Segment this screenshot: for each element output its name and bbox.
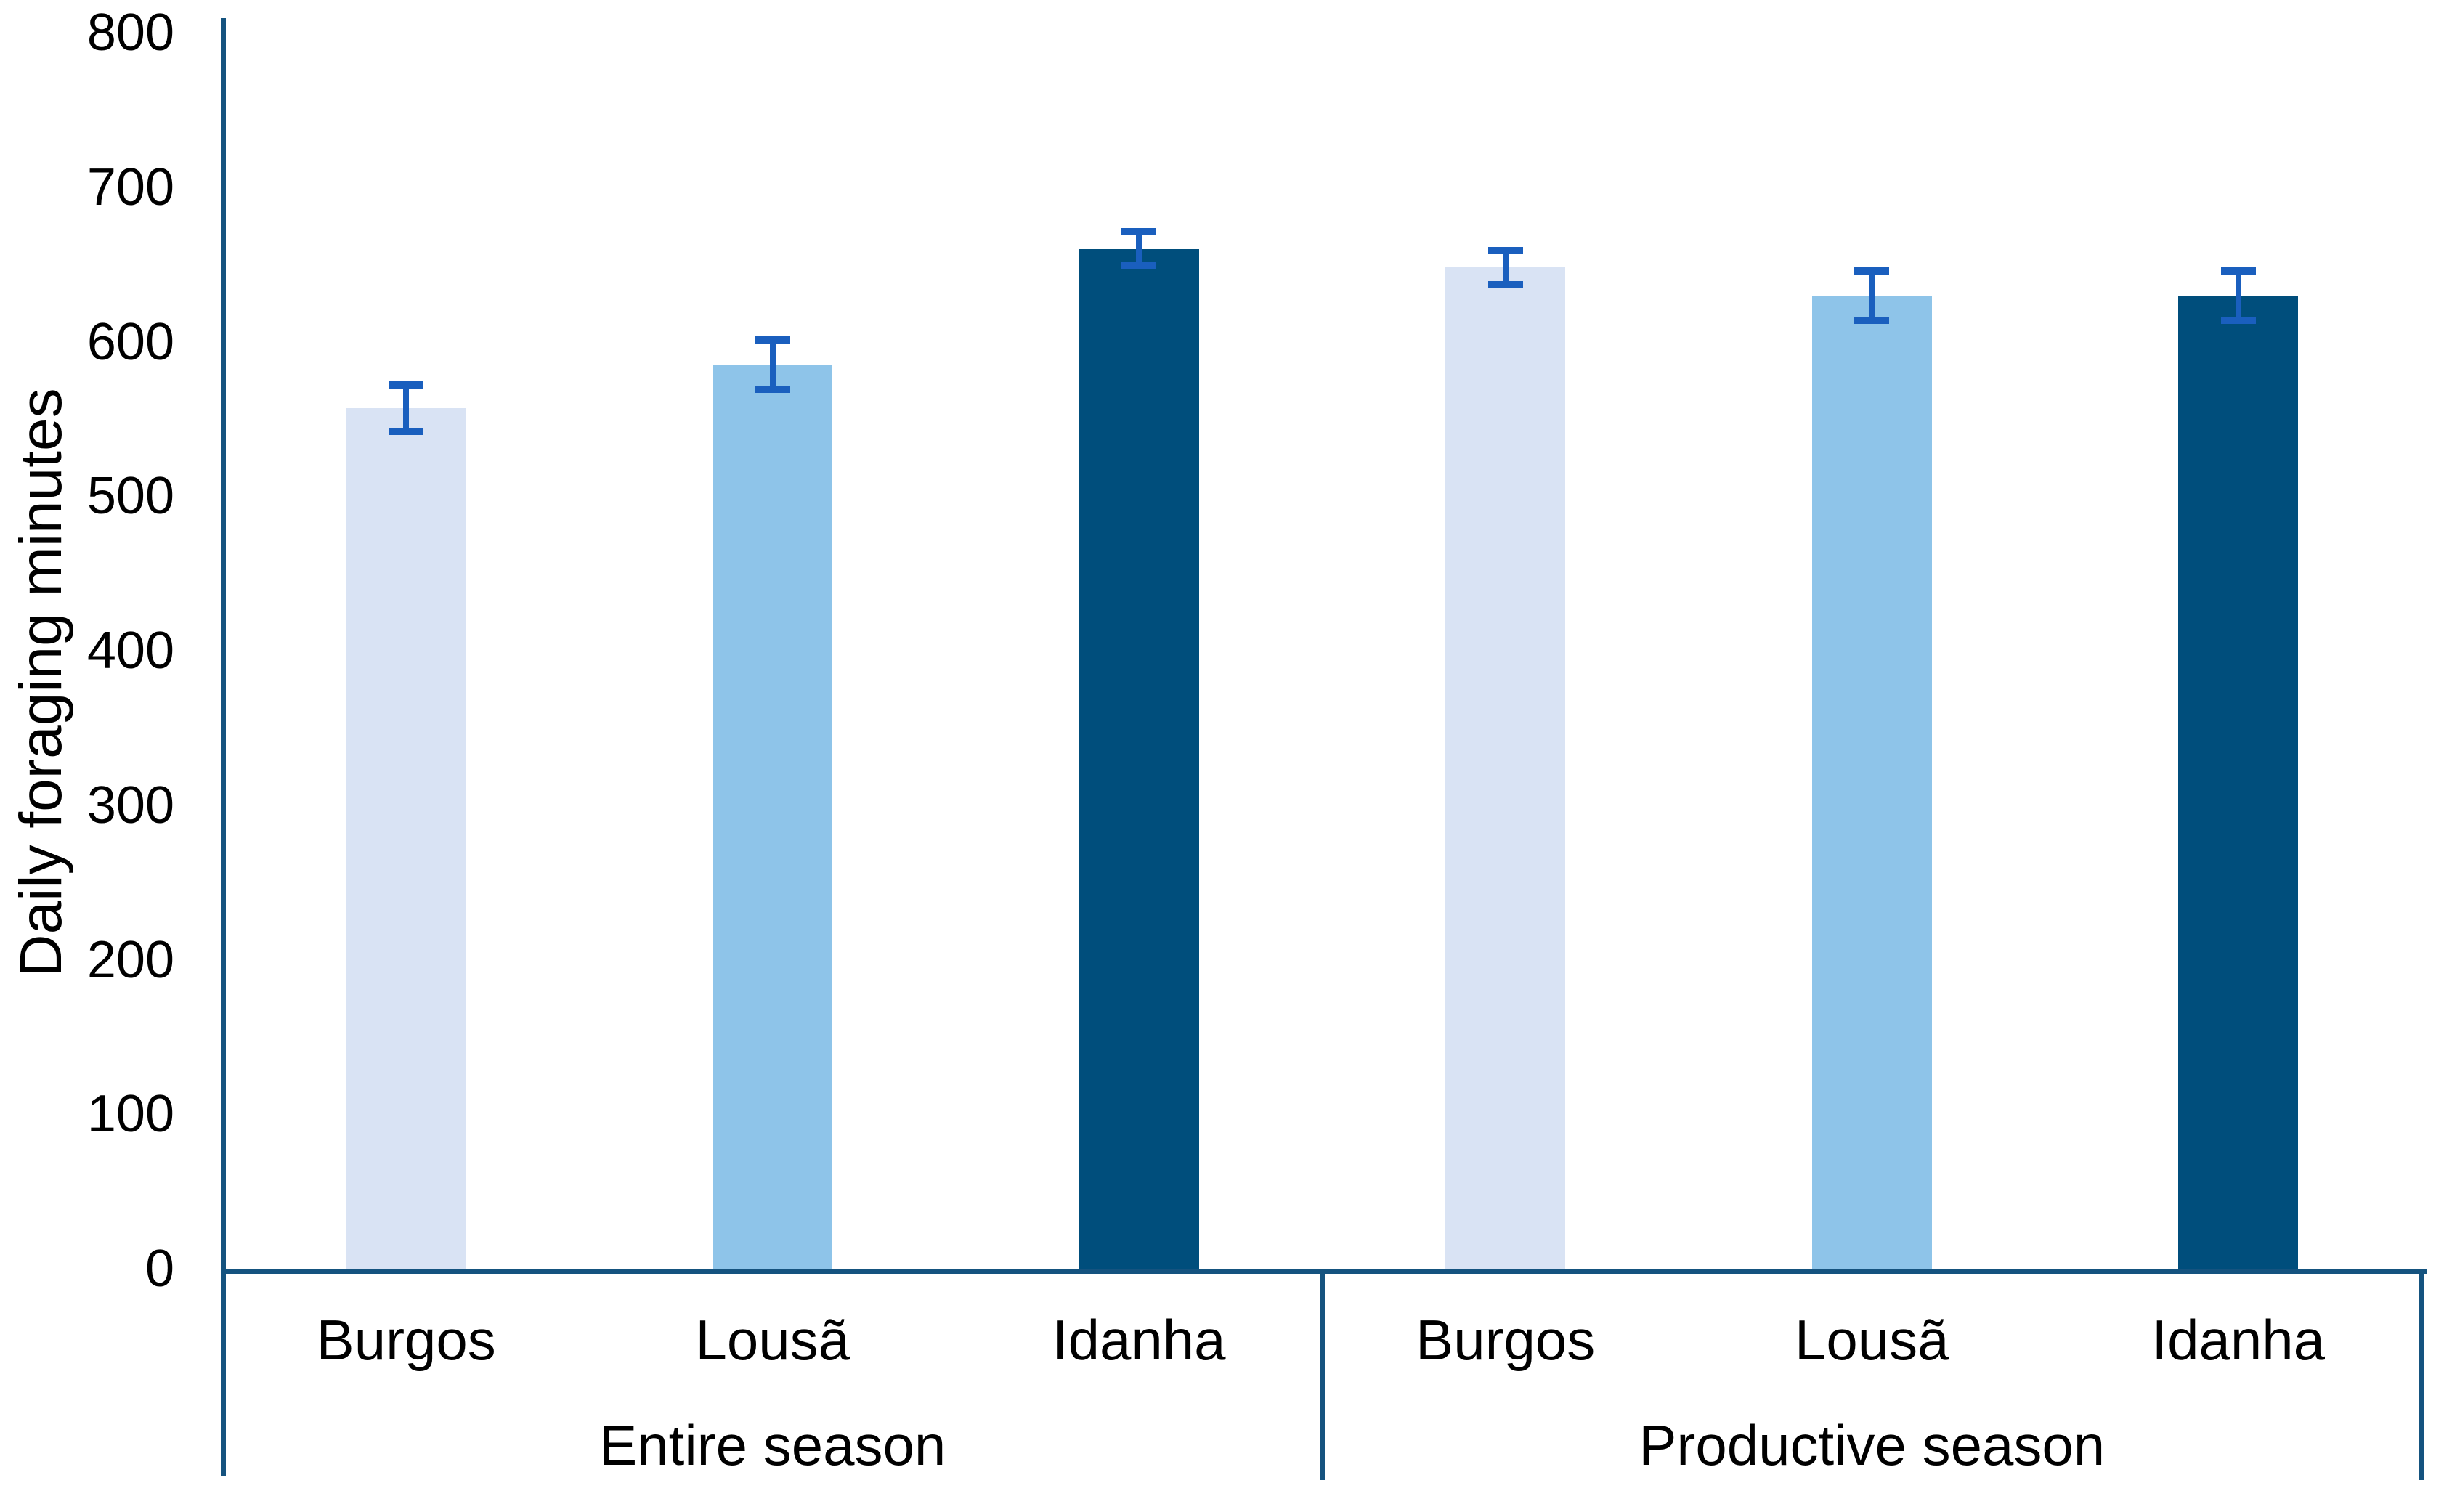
category-label-productive-season-idanha: Idanha [2151,1308,2326,1372]
error-bar-top-cap-entire-season-idanha [1121,228,1157,236]
error-bar-top-cap-entire-season-lousa [755,336,790,344]
bar-entire-season-lousa [713,365,833,1269]
y-tick-label-800: 800 [86,4,174,62]
y-tick-label-0: 0 [145,1240,174,1298]
error-bar-top-cap-productive-season-burgos [1487,246,1523,254]
error-bar-bottom-cap-entire-season-lousa [755,386,790,394]
category-divider-line [1320,1269,1325,1480]
bar-entire-season-idanha [1079,248,1199,1269]
error-bar-bottom-cap-entire-season-burgos [389,427,424,435]
error-bar-top-cap-productive-season-lousa [1854,267,1890,275]
error-bar-bottom-cap-entire-season-idanha [1121,262,1157,270]
error-bar-productive-season-burgos [1502,250,1509,285]
category-label-productive-season-burgos: Burgos [1416,1308,1596,1372]
error-bar-bottom-cap-productive-season-burgos [1487,280,1523,288]
bar-productive-season-idanha [2178,295,2299,1269]
y-tick-label-400: 400 [86,622,174,680]
bar-productive-season-burgos [1445,267,1566,1269]
bar-entire-season-burgos [346,407,466,1269]
error-bar-entire-season-lousa [769,340,776,390]
category-divider-line [2419,1269,2424,1480]
y-tick-label-600: 600 [86,312,174,371]
y-tick-label-200: 200 [86,930,174,989]
category-label-entire-season-burgos: Burgos [316,1308,496,1372]
error-bar-top-cap-productive-season-idanha [2220,267,2256,275]
category-label-productive-season-lousa: Lousã [1794,1308,1949,1372]
error-bar-top-cap-entire-season-burgos [389,381,424,389]
error-bar-productive-season-lousa [1869,270,1875,320]
group-label-entire-season: Entire season [599,1413,946,1477]
bar-productive-season-lousa [1811,295,1932,1269]
category-label-entire-season-idanha: Idanha [1052,1308,1226,1372]
error-bar-productive-season-idanha [2235,270,2241,320]
y-tick-label-100: 100 [86,1085,174,1144]
y-axis-line [221,18,226,1476]
y-tick-label-300: 300 [86,776,174,834]
group-label-productive-season: Productive season [1639,1413,2106,1477]
category-label-entire-season-lousa: Lousã [695,1308,850,1372]
y-tick-label-500: 500 [86,467,174,526]
error-bar-entire-season-idanha [1136,232,1142,267]
y-tick-label-700: 700 [86,158,174,216]
error-bar-bottom-cap-productive-season-lousa [1854,316,1890,324]
error-bar-entire-season-burgos [403,385,410,431]
error-bar-bottom-cap-productive-season-idanha [2220,316,2256,324]
